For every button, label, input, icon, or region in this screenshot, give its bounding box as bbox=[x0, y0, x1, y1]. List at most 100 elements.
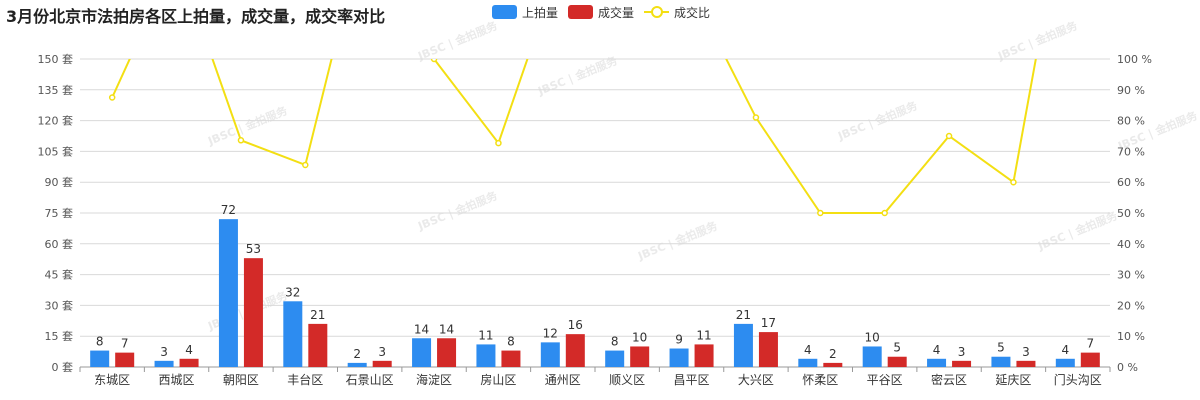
data-label-sold: 3 bbox=[1022, 345, 1030, 359]
y-right-tick-label: 90 % bbox=[1117, 84, 1145, 97]
watermark-text: JBSC | 金拍服务 bbox=[1035, 208, 1120, 253]
bar-listed bbox=[991, 356, 1011, 367]
bar-sold bbox=[887, 356, 907, 367]
y-left-tick-label: 150 套 bbox=[38, 53, 74, 66]
y-left-tick-label: 45 套 bbox=[45, 269, 74, 282]
ratio-point bbox=[237, 137, 245, 144]
legend-label-ratio: 成交比 bbox=[674, 5, 711, 20]
bar-listed bbox=[218, 219, 238, 367]
data-label-listed: 21 bbox=[736, 308, 751, 322]
data-label-listed: 5 bbox=[997, 341, 1005, 355]
bar-listed bbox=[154, 360, 174, 367]
legend-line-ratio-icon bbox=[644, 5, 670, 19]
data-label-sold: 7 bbox=[1086, 337, 1094, 351]
x-tick-label: 石景山区 bbox=[346, 373, 394, 387]
data-label-sold: 2 bbox=[829, 347, 837, 361]
bar-listed bbox=[669, 348, 689, 367]
y-right-tick-label: 50 % bbox=[1117, 207, 1145, 220]
data-label-sold: 21 bbox=[310, 308, 325, 322]
data-label-listed: 4 bbox=[1061, 343, 1069, 357]
bar-sold bbox=[565, 334, 585, 367]
ratio-point bbox=[881, 209, 888, 217]
y-right-tick-label: 10 % bbox=[1117, 330, 1145, 343]
data-label-sold: 3 bbox=[378, 345, 386, 359]
bar-sold bbox=[630, 346, 650, 367]
bar-sold bbox=[437, 338, 457, 367]
watermark-text: JBSC | 金拍服务 bbox=[415, 188, 500, 233]
x-tick-label: 平谷区 bbox=[867, 373, 903, 387]
legend-swatch-sold bbox=[568, 5, 594, 19]
ratio-line-group bbox=[108, 59, 1037, 217]
data-label-listed: 72 bbox=[221, 203, 236, 217]
bar-sold bbox=[179, 358, 199, 367]
x-tick-label: 海淀区 bbox=[416, 372, 452, 387]
data-label-sold: 53 bbox=[246, 242, 261, 256]
y-left-tick-label: 60 套 bbox=[45, 238, 74, 251]
bar-listed bbox=[90, 350, 110, 367]
bar-sold bbox=[952, 360, 972, 367]
x-tick-label: 门头沟区 bbox=[1054, 372, 1102, 387]
watermark-group: JBSC | 金拍服务 JBSC | 金拍服务 JBSC | 金拍服务 JBSC | … bbox=[205, 18, 1200, 333]
watermark-text: JBSC | 金拍服务 bbox=[205, 103, 290, 148]
watermark-text: JBSC | 金拍服务 bbox=[635, 218, 720, 263]
x-tick-label: 怀柔区 bbox=[802, 373, 838, 387]
bar-sold bbox=[1080, 352, 1100, 367]
x-tick-label: 昌平区 bbox=[674, 373, 710, 387]
data-label-sold: 4 bbox=[185, 343, 193, 357]
bar-listed bbox=[412, 338, 432, 367]
data-label-listed: 32 bbox=[285, 285, 300, 299]
x-tick-label: 丰台区 bbox=[287, 372, 323, 387]
y-right-tick-label: 20 % bbox=[1117, 299, 1145, 312]
y-right-tick-label: 80 % bbox=[1117, 115, 1145, 128]
bar-listed bbox=[283, 301, 303, 367]
legend-label-listed: 上拍量 bbox=[522, 5, 559, 20]
data-label-listed: 14 bbox=[414, 322, 429, 336]
x-tick-label: 房山区 bbox=[480, 372, 516, 387]
y-left-tick-label: 135 套 bbox=[38, 84, 74, 97]
data-label-sold: 16 bbox=[568, 318, 583, 332]
ratio-point bbox=[1010, 178, 1017, 186]
y-right-tick-label: 60 % bbox=[1117, 176, 1145, 189]
legend-item-listed[interactable]: 上拍量 bbox=[492, 4, 558, 21]
bar-sold bbox=[823, 362, 843, 367]
ratio-line bbox=[111, 59, 1037, 214]
x-tick-label: 顺义区 bbox=[609, 373, 645, 387]
y-left-tick-label: 15 套 bbox=[45, 330, 74, 343]
ratio-point bbox=[817, 209, 824, 217]
bar-listed bbox=[862, 346, 882, 367]
ratio-point bbox=[752, 114, 760, 121]
bar-sold bbox=[243, 258, 263, 367]
y-left-tick-label: 75 套 bbox=[45, 207, 74, 220]
y-left-tick-label: 90 套 bbox=[45, 176, 74, 189]
data-label-sold: 14 bbox=[439, 322, 454, 336]
bar-sold bbox=[115, 352, 135, 367]
legend-item-ratio[interactable]: 成交比 bbox=[644, 4, 710, 21]
bar-listed bbox=[1055, 358, 1075, 367]
bar-listed bbox=[927, 358, 947, 367]
x-tick-label: 通州区 bbox=[545, 373, 581, 387]
data-label-sold: 5 bbox=[893, 341, 901, 355]
y-right-tick-label: 30 % bbox=[1117, 269, 1145, 282]
bar-sold bbox=[758, 332, 778, 367]
bar-listed bbox=[476, 344, 496, 367]
data-label-listed: 8 bbox=[96, 335, 104, 349]
legend-item-sold[interactable]: 成交量 bbox=[568, 4, 634, 21]
y-left-tick-label: 120 套 bbox=[38, 115, 74, 128]
x-tick-label: 大兴区 bbox=[738, 373, 774, 387]
y-right-tick-label: 40 % bbox=[1117, 238, 1145, 251]
y-left-tick-label: 30 套 bbox=[45, 299, 74, 312]
watermark-text: JBSC | 金拍服务 bbox=[535, 53, 620, 98]
data-label-listed: 4 bbox=[933, 343, 941, 357]
x-tick-label: 延庆区 bbox=[995, 373, 1031, 387]
data-label-listed: 12 bbox=[543, 326, 558, 340]
y-left-tick-label: 105 套 bbox=[38, 145, 74, 158]
bar-sold bbox=[694, 344, 714, 367]
data-label-sold: 10 bbox=[632, 330, 647, 344]
y-right-tick-label: 100 % bbox=[1117, 53, 1152, 66]
ratio-point bbox=[495, 139, 502, 147]
y-left-tick-label: 0 套 bbox=[52, 361, 74, 374]
data-label-sold: 8 bbox=[507, 335, 515, 349]
data-label-sold: 7 bbox=[121, 337, 129, 351]
watermark-text: JBSC | 金拍服务 bbox=[995, 18, 1080, 63]
